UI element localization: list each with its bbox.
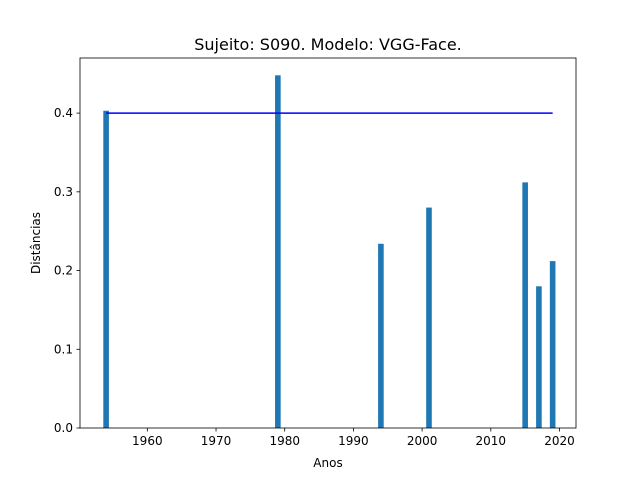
y-tick-label: 0.3 — [54, 185, 73, 199]
x-tick-label: 2020 — [544, 434, 575, 448]
x-tick-label: 1960 — [132, 434, 163, 448]
x-tick-label: 1990 — [338, 434, 369, 448]
y-tick-label: 0.2 — [54, 264, 73, 278]
x-axis-label: Anos — [313, 456, 342, 470]
bar — [426, 207, 432, 428]
y-tick-label: 0.1 — [54, 342, 73, 356]
bar — [275, 75, 281, 428]
chart-title: Sujeito: S090. Modelo: VGG-Face. — [194, 35, 462, 54]
y-axis-label: Distâncias — [29, 212, 43, 274]
x-tick-label: 2000 — [407, 434, 438, 448]
x-tick-label: 1970 — [201, 434, 232, 448]
plot-frame — [79, 57, 577, 429]
bar — [522, 182, 528, 428]
bar — [536, 286, 542, 428]
bar — [549, 261, 556, 428]
y-tick-label: 0.0 — [54, 421, 73, 435]
bar — [103, 110, 109, 428]
x-tick-label: 2010 — [476, 434, 507, 448]
x-tick-label: 1980 — [269, 434, 300, 448]
bar — [378, 243, 384, 428]
plot-area: 1960 1970 1980 1990 2000 2010 2020 0.0 0.1 0.2 0.3… — [54, 57, 577, 448]
y-tick-label: 0.4 — [54, 106, 73, 120]
